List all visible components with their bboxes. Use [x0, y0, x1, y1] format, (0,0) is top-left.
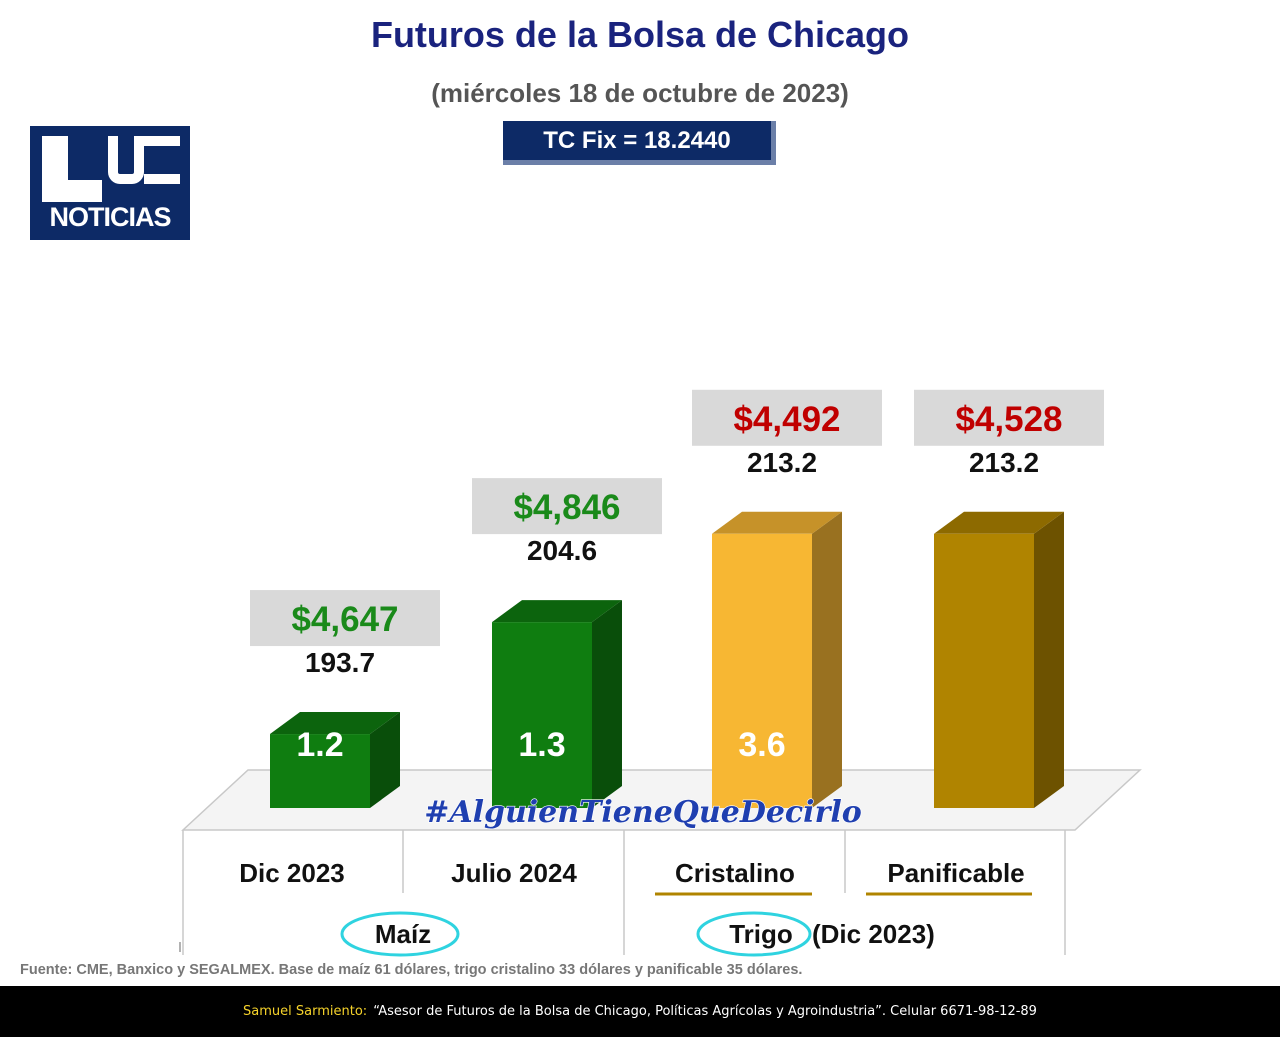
group-label: Trigo: [729, 919, 793, 949]
group-label-suffix: (Dic 2023): [812, 919, 935, 949]
bar-inner-label: 3.6: [738, 726, 785, 764]
page-title: Futuros de la Bolsa de Chicago: [370, 14, 910, 55]
chart-floor: [181, 769, 1142, 831]
source-note: Fuente: CME, Banxico y SEGALMEX. Base de…: [20, 962, 803, 978]
group-highlight-circle: [696, 911, 812, 957]
price-label-box: [472, 478, 662, 535]
price-label-box: [914, 389, 1104, 446]
bar-top: [934, 511, 1064, 534]
x-tick-label: Panificable: [887, 858, 1024, 888]
bar-side: [592, 600, 622, 808]
logo-letter-u: [108, 136, 144, 184]
bar: [934, 533, 1034, 808]
price-label-box: [250, 590, 440, 647]
x-tick-label: Cristalino: [675, 858, 795, 888]
group-highlight-circle: [340, 911, 460, 957]
bar-top: [270, 712, 400, 735]
bar-value-label: 204.6: [527, 535, 597, 566]
bar-side: [812, 511, 842, 808]
bar: [492, 622, 592, 808]
bar-inner-label: 1.2: [296, 726, 343, 764]
bar-value-label: 213.2: [747, 447, 817, 478]
x-tick-label: Dic 2023: [239, 858, 345, 888]
price-label: $4,647: [291, 600, 398, 639]
bar: [712, 533, 812, 808]
group-label: Maíz: [375, 919, 431, 949]
price-label: $4,846: [513, 488, 620, 527]
author-name: Samuel Sarmiento:: [243, 1004, 368, 1019]
bar-side: [370, 712, 400, 808]
logo-text: NOTICIAS: [49, 202, 171, 232]
luz-noticias-logo: NOTICIAS: [30, 126, 190, 240]
bar-value-label: 193.7: [305, 647, 375, 678]
bar-top: [712, 511, 842, 534]
bar-inner-label: 1.3: [518, 726, 565, 764]
bar: [270, 734, 370, 808]
bar-top: [492, 600, 622, 623]
page-subtitle: (miércoles 18 de octubre de 2023): [431, 78, 849, 108]
price-label: $4,492: [733, 400, 840, 439]
bar-side: [1034, 511, 1064, 808]
bar-value-label: 213.2: [969, 447, 1039, 478]
hashtag-watermark: #AlguienTieneQueDecirlo: [424, 795, 862, 830]
logo-letter-l: [42, 136, 102, 202]
logo-letter-z: [144, 136, 180, 184]
price-label: $4,528: [955, 400, 1062, 439]
x-tick-label: Julio 2024: [451, 858, 577, 888]
tc-fix-badge: TC Fix = 18.2440: [503, 121, 776, 165]
author-description: “Asesor de Futuros de la Bolsa de Chicag…: [373, 1004, 1037, 1019]
price-label-box: [692, 389, 882, 446]
footer-bar: Samuel Sarmiento: “Asesor de Futuros de …: [0, 986, 1280, 1037]
